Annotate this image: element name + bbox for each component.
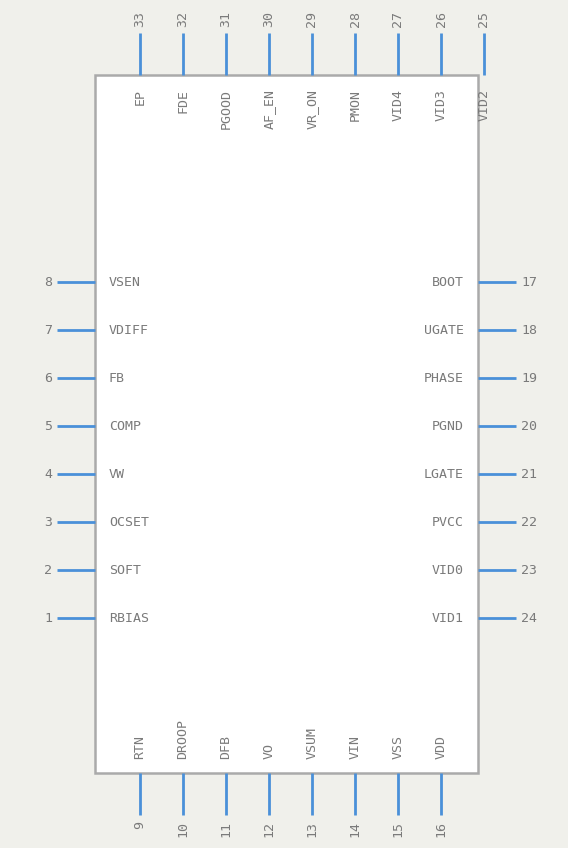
Text: 28: 28 [349,11,361,27]
Text: EP: EP [133,89,147,105]
Text: FB: FB [109,371,125,384]
Text: VID3: VID3 [435,89,448,121]
Text: AF_EN: AF_EN [262,89,275,129]
Text: VID0: VID0 [432,564,464,577]
Text: 33: 33 [133,11,147,27]
Text: VSS: VSS [391,735,404,759]
Text: 8: 8 [44,276,52,288]
Text: 4: 4 [44,467,52,481]
Text: VSEN: VSEN [109,276,141,288]
Text: VID2: VID2 [478,89,491,121]
Text: RBIAS: RBIAS [109,611,149,624]
Text: VID4: VID4 [391,89,404,121]
Text: 20: 20 [521,420,537,432]
Text: FDE: FDE [177,89,190,113]
Text: OCSET: OCSET [109,516,149,528]
Text: VDIFF: VDIFF [109,323,149,337]
Text: DROOP: DROOP [177,719,190,759]
Text: 18: 18 [521,323,537,337]
Text: PHASE: PHASE [424,371,464,384]
Text: 24: 24 [521,611,537,624]
Text: VDD: VDD [435,735,448,759]
Text: VSUM: VSUM [306,727,319,759]
Text: 7: 7 [44,323,52,337]
Text: 16: 16 [435,821,448,837]
Text: VR_ON: VR_ON [306,89,319,129]
Text: 6: 6 [44,371,52,384]
Text: 31: 31 [219,11,232,27]
Text: 26: 26 [435,11,448,27]
Text: 23: 23 [521,564,537,577]
Text: 1: 1 [44,611,52,624]
Text: VO: VO [262,743,275,759]
Text: 12: 12 [262,821,275,837]
Text: 11: 11 [219,821,232,837]
Text: COMP: COMP [109,420,141,432]
Text: 32: 32 [177,11,190,27]
Text: 2: 2 [44,564,52,577]
Text: BOOT: BOOT [432,276,464,288]
Text: 13: 13 [306,821,319,837]
Text: PMON: PMON [349,89,361,121]
Text: VIN: VIN [349,735,361,759]
Text: 19: 19 [521,371,537,384]
Text: 22: 22 [521,516,537,528]
Text: SOFT: SOFT [109,564,141,577]
Text: RTN: RTN [133,735,147,759]
Text: 5: 5 [44,420,52,432]
Text: VW: VW [109,467,125,481]
Text: PVCC: PVCC [432,516,464,528]
Text: UGATE: UGATE [424,323,464,337]
Text: 10: 10 [177,821,190,837]
Text: 21: 21 [521,467,537,481]
Text: PGOOD: PGOOD [219,89,232,129]
Text: PGND: PGND [432,420,464,432]
Text: 25: 25 [478,11,491,27]
Bar [95,75,478,773]
Text: 27: 27 [391,11,404,27]
Text: 14: 14 [349,821,361,837]
Text: 30: 30 [262,11,275,27]
Text: LGATE: LGATE [424,467,464,481]
Text: 9: 9 [133,821,147,829]
Text: 3: 3 [44,516,52,528]
Text: DFB: DFB [219,735,232,759]
Text: VID1: VID1 [432,611,464,624]
Text: 15: 15 [391,821,404,837]
Text: 29: 29 [306,11,319,27]
Text: 17: 17 [521,276,537,288]
